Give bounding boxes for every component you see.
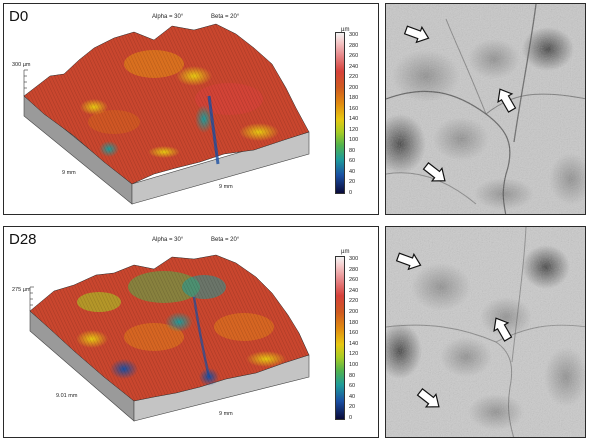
scale-tick: 100: [349, 362, 359, 368]
x-dimension-label: 9.01 mm: [56, 393, 78, 399]
scale-tick: 180: [349, 95, 359, 101]
scale-tick: 280: [349, 42, 359, 49]
scale-tick: 120: [349, 351, 359, 358]
scale-tick: 200: [349, 309, 359, 315]
scale-tick: 220: [349, 74, 359, 80]
scale-tick: 80: [349, 147, 356, 154]
scale-tick: 40: [349, 393, 356, 400]
scale-tick: 120: [349, 126, 359, 133]
scale-tick: 100: [349, 137, 359, 143]
scale-tick: 140: [349, 116, 359, 122]
scale-tick: 140: [349, 340, 359, 347]
y-dimension-label: 9 mm: [219, 411, 233, 417]
arrow-icon: [403, 25, 430, 44]
alpha-angle-label: Alpha = 30°: [152, 237, 184, 243]
arrow-icon: [422, 162, 446, 182]
scale-unit-label: µm: [341, 27, 350, 33]
skin-image-panel-d28: [385, 226, 586, 438]
scale-tick: 300: [349, 32, 359, 38]
scale-tick: 80: [349, 372, 356, 379]
topography-panel-d0: D0 Alpha = 30° Beta = 20° µm 300 280 260…: [3, 3, 379, 215]
skin-micrograph-d0: [386, 4, 585, 214]
scale-tick: 0: [349, 415, 353, 421]
scale-tick: 260: [349, 277, 359, 284]
scale-tick: 40: [349, 168, 356, 175]
skin-image-panel-d0: [385, 3, 586, 215]
scale-tick: 20: [349, 179, 356, 185]
height-color-scale: [335, 256, 345, 420]
surface-3d-d28: [29, 254, 310, 422]
scale-tick: 260: [349, 53, 359, 59]
scale-unit-label: µm: [341, 249, 350, 255]
scale-tick: 160: [349, 330, 359, 337]
scale-tick: 60: [349, 158, 356, 164]
scale-tick: 0: [349, 189, 353, 196]
height-axis-label: 300 µm: [12, 62, 31, 68]
day-label: D28: [9, 231, 37, 248]
skin-micrograph-d28: [386, 227, 585, 437]
beta-angle-label: Beta = 20°: [211, 237, 240, 243]
height-color-scale: [335, 32, 345, 194]
scale-tick: 200: [349, 84, 359, 91]
scale-tick: 160: [349, 105, 359, 112]
x-dimension-label: 9 mm: [62, 170, 76, 176]
scale-tick: 240: [349, 63, 359, 70]
height-axis-label: 275 µm: [12, 287, 31, 293]
arrow-icon: [497, 88, 517, 113]
surface-3d-d0: [23, 23, 310, 205]
arrow-icon: [395, 252, 422, 271]
scale-tick: 240: [349, 287, 359, 294]
scale-tick: 20: [349, 404, 356, 411]
topography-panel-d28: D28 Alpha = 30° Beta = 20° µm 300 280 26…: [3, 226, 379, 438]
y-dimension-label: 9 mm: [219, 184, 233, 190]
alpha-angle-label: Alpha = 30°: [152, 14, 184, 20]
scale-tick: 60: [349, 383, 356, 390]
scale-tick: 180: [349, 319, 359, 326]
scale-tick: 280: [349, 266, 359, 273]
scale-tick: 220: [349, 298, 359, 305]
arrow-icon: [416, 388, 440, 408]
arrow-icon: [493, 317, 513, 342]
day-label: D0: [9, 8, 29, 25]
scale-tick: 300: [349, 256, 359, 262]
beta-angle-label: Beta = 20°: [211, 14, 240, 20]
